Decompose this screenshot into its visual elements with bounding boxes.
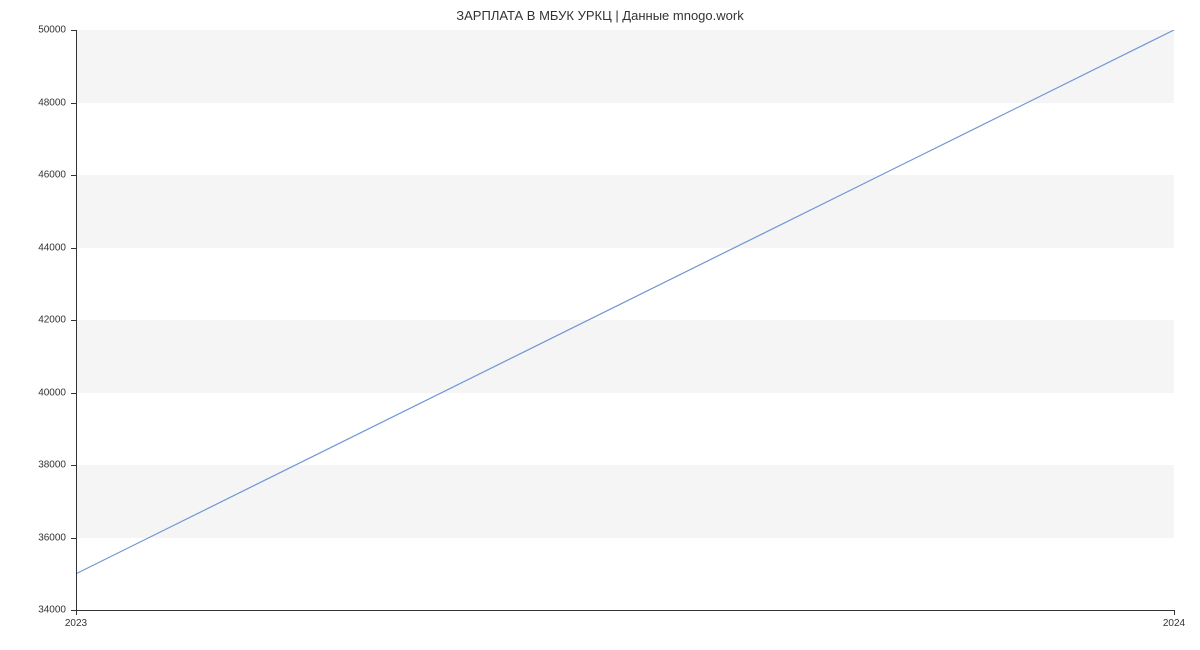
line-series xyxy=(76,30,1174,610)
plot-area xyxy=(76,30,1174,610)
x-tick-label: 2024 xyxy=(1163,618,1185,629)
y-tick-label: 34000 xyxy=(0,605,66,616)
y-tick xyxy=(71,30,76,31)
y-axis xyxy=(76,30,77,610)
y-tick-label: 42000 xyxy=(0,315,66,326)
y-tick xyxy=(71,465,76,466)
y-tick-label: 44000 xyxy=(0,242,66,253)
y-tick xyxy=(71,538,76,539)
y-tick xyxy=(71,248,76,249)
y-tick-label: 46000 xyxy=(0,170,66,181)
x-tick-label: 2023 xyxy=(65,618,87,629)
salary-chart: ЗАРПЛАТА В МБУК УРКЦ | Данные mnogo.work… xyxy=(0,0,1200,650)
y-tick xyxy=(71,103,76,104)
y-tick-label: 50000 xyxy=(0,25,66,36)
data-line xyxy=(76,30,1174,574)
y-tick xyxy=(71,393,76,394)
y-tick-label: 36000 xyxy=(0,532,66,543)
x-tick xyxy=(76,610,77,615)
x-axis xyxy=(76,610,1174,611)
y-tick xyxy=(71,320,76,321)
y-tick-label: 48000 xyxy=(0,97,66,108)
y-tick xyxy=(71,175,76,176)
y-tick-label: 40000 xyxy=(0,387,66,398)
x-tick xyxy=(1174,610,1175,615)
chart-title: ЗАРПЛАТА В МБУК УРКЦ | Данные mnogo.work xyxy=(0,8,1200,23)
y-tick-label: 38000 xyxy=(0,460,66,471)
